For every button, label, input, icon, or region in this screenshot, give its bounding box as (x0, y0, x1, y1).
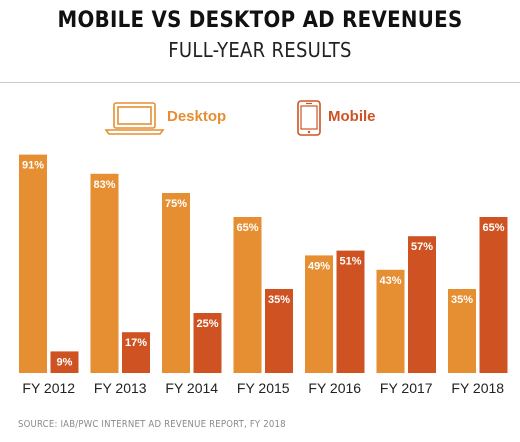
chart-subtitle: FULL-YEAR RESULTS (168, 38, 352, 62)
bar-desktop-2 (162, 193, 190, 373)
laptop-icon (104, 102, 165, 135)
bar-value-label: 65% (236, 222, 258, 234)
bar-desktop-3 (233, 217, 262, 373)
bar-value-label: 9% (57, 356, 73, 368)
bar-value-label: 35% (268, 294, 290, 306)
bar-value-label: 83% (93, 179, 115, 191)
bar-value-label: 75% (165, 198, 187, 210)
bar-value-label: 17% (125, 337, 147, 349)
bar-desktop-1 (90, 173, 119, 373)
source-note: SOURCE: IAB/PWC INTERNET AD REVENUE REPO… (18, 419, 286, 430)
legend-label-mobile: Mobile (328, 108, 376, 125)
chart-title: MOBILE VS DESKTOP AD REVENUES (57, 8, 463, 33)
bar-mobile-2 (193, 313, 222, 373)
bar-value-label: 91% (22, 160, 44, 172)
bar-mobile-4 (336, 250, 365, 373)
bar-value-label: 57% (411, 241, 433, 253)
divider (0, 82, 520, 83)
bar-mobile-1 (122, 332, 150, 373)
bar-value-label: 43% (379, 275, 401, 287)
bar-value-label: 25% (196, 318, 218, 330)
bar-mobile-0 (50, 351, 79, 373)
bar-desktop-4 (305, 255, 333, 373)
bar-mobile-3 (265, 289, 293, 373)
bar-desktop-0 (19, 154, 47, 373)
category-label: FY 2016 (308, 380, 361, 396)
category-labels: FY 2012 FY 2013 FY 2014 FY 2015 FY 2016 FY 20… (22, 380, 504, 396)
category-label: FY 2013 (94, 380, 147, 396)
bar-value-label: 49% (308, 260, 330, 272)
legend-label-desktop: Desktop (167, 108, 226, 125)
bar-desktop-5 (376, 269, 405, 373)
bar-value-label: 51% (339, 256, 361, 268)
smartphone-icon (297, 100, 321, 136)
category-label: FY 2017 (380, 380, 433, 396)
bar-value-label: 35% (451, 294, 473, 306)
bar-mobile-6 (479, 217, 508, 373)
category-label: FY 2018 (451, 380, 504, 396)
bar-desktop-6 (448, 289, 476, 373)
category-label: FY 2015 (237, 380, 290, 396)
bar-value-label: 65% (482, 222, 504, 234)
legend-item-mobile: Mobile (297, 100, 376, 136)
category-label: FY 2014 (165, 380, 218, 396)
bar-mobile-5 (408, 236, 436, 373)
category-label: FY 2012 (22, 380, 75, 396)
legend-item-desktop: Desktop (104, 102, 226, 135)
bars-group: 91% 9% 83% 17% 75% 25% 65% 35% 49% 51% 43% 57% 35% 65… (19, 154, 508, 373)
